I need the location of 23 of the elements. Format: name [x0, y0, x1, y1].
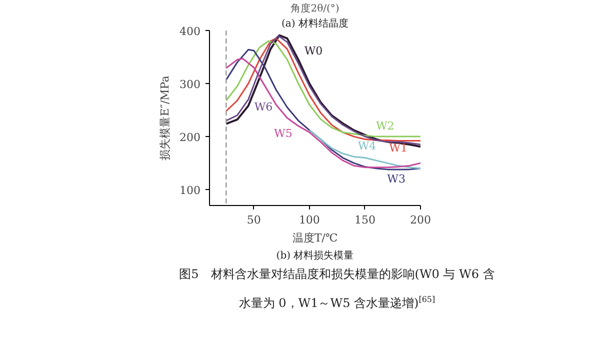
series-label: W3: [387, 172, 406, 186]
y-tick-label: 400: [180, 25, 201, 38]
y-axis-title: 损失模量E″/MPa: [158, 75, 172, 160]
series-label: W2: [376, 120, 394, 133]
line-series: [308, 129, 420, 170]
series-label: W5: [274, 126, 292, 140]
x-tick-label: 100: [298, 214, 320, 226]
y-tick-label: 200: [180, 131, 201, 144]
x-tick-label: 50: [246, 214, 261, 226]
x-axis-title: 温度T/℃: [292, 232, 338, 244]
series-label: W1: [389, 141, 408, 154]
series-label: W6: [254, 100, 273, 114]
text: (b) 材料损失模量: [276, 250, 354, 262]
x-tick-label: 200: [410, 214, 431, 226]
series-label: W0: [304, 44, 323, 58]
text: (a) 材料结晶度: [282, 18, 348, 30]
y-tick-label: 300: [180, 78, 201, 92]
series-label: W4: [358, 140, 376, 153]
y-tick-label: 100: [180, 184, 201, 198]
text: 角度2θ/(°): [290, 2, 340, 14]
caption: 图5 材料含水量对结晶度和损失模量的影响(W0 与 W6 含: [179, 267, 495, 281]
text: 水量为 0，W1～W5 含水量递增)$^{[65]}$: [238, 295, 436, 310]
x-tick-label: 150: [354, 214, 376, 226]
